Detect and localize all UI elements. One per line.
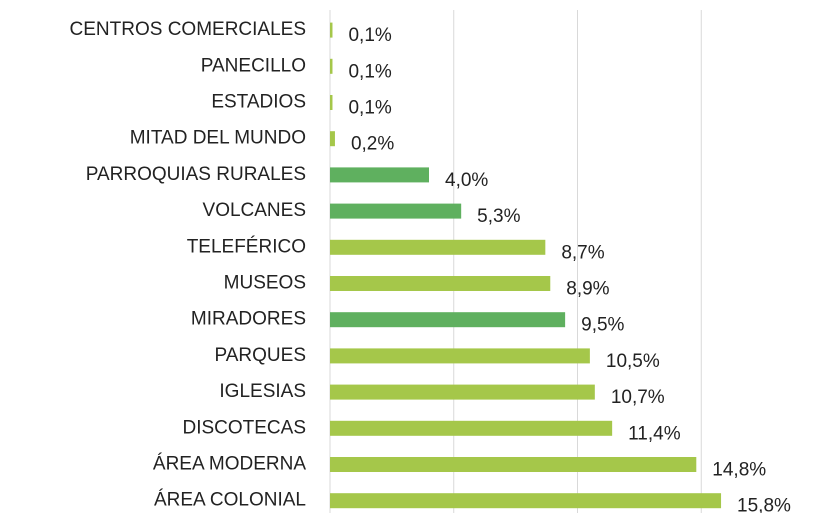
y-tick-label: PARQUES xyxy=(214,345,306,366)
y-tick-label: ÁREA MODERNA xyxy=(153,454,306,475)
data-label: 4,0% xyxy=(445,170,488,191)
bar xyxy=(330,167,429,183)
bar xyxy=(330,457,697,472)
bar xyxy=(330,493,722,509)
y-tick-label: MITAD DEL MUNDO xyxy=(130,128,306,149)
y-tick-label: MUSEOS xyxy=(224,273,306,294)
y-tick-label: PARROQUIAS RURALES xyxy=(86,164,306,185)
y-tick-label: PANECILLO xyxy=(201,55,306,76)
data-label: 8,9% xyxy=(566,279,609,300)
y-tick-label: IGLESIAS xyxy=(219,381,306,402)
data-label: 9,5% xyxy=(581,315,624,336)
data-label: 0,1% xyxy=(348,25,391,46)
data-label: 8,7% xyxy=(561,242,604,263)
data-label: 15,8% xyxy=(737,496,791,513)
y-tick-label: ESTADIOS xyxy=(211,92,306,113)
y-tick-label: TELEFÉRICO xyxy=(187,236,306,257)
data-label: 0,1% xyxy=(348,61,391,82)
bar xyxy=(330,420,613,436)
data-label: 14,8% xyxy=(712,460,766,481)
data-label: 10,7% xyxy=(611,387,665,408)
data-label: 0,1% xyxy=(348,98,391,119)
bar xyxy=(330,131,335,147)
bar xyxy=(330,58,333,74)
y-tick-label: VOLCANES xyxy=(203,200,306,221)
bar xyxy=(330,95,333,110)
bar xyxy=(330,203,462,219)
bar xyxy=(330,239,546,255)
data-label: 0,2% xyxy=(351,134,394,155)
data-label: 5,3% xyxy=(477,206,520,227)
y-tick-label: MIRADORES xyxy=(191,309,306,330)
data-label: 11,4% xyxy=(628,423,681,444)
y-tick-label: CENTROS COMERCIALES xyxy=(70,19,306,40)
data-label: 10,5% xyxy=(606,351,660,372)
y-tick-label: DISCOTECAS xyxy=(182,417,306,438)
y-tick-label: ÁREA COLONIAL xyxy=(154,490,306,511)
bar xyxy=(330,22,333,38)
bar xyxy=(330,276,551,291)
bar xyxy=(330,384,595,400)
bar xyxy=(330,348,590,364)
bar xyxy=(330,312,566,328)
